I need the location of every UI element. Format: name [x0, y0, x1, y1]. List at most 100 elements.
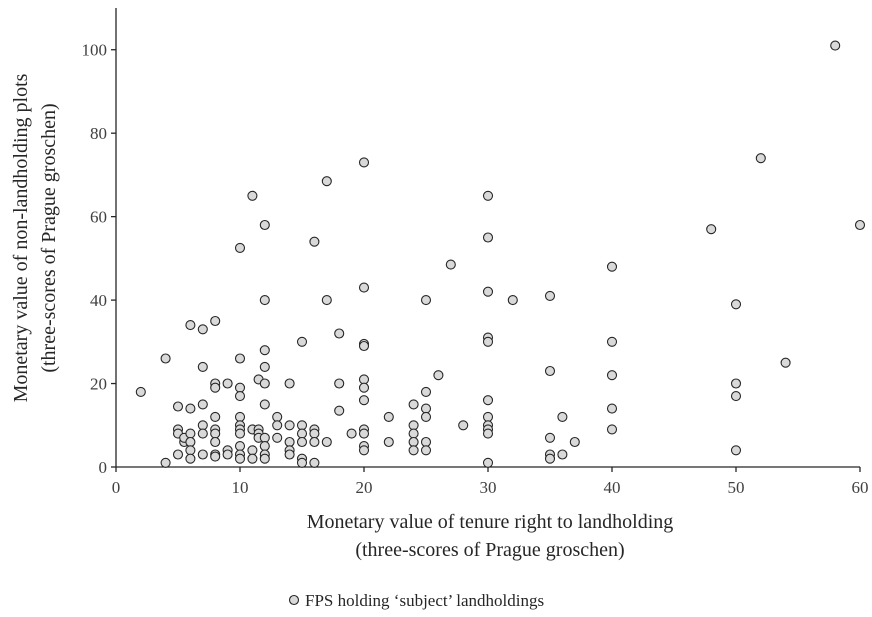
data-point [222, 378, 233, 389]
y-tick-label: 0 [99, 458, 108, 477]
data-point [234, 242, 246, 253]
data-point [284, 378, 295, 389]
data-point [358, 374, 370, 385]
data-point [358, 445, 370, 456]
data-point [606, 261, 618, 272]
data-point [135, 386, 146, 397]
y-axis-title: Monetary value of non-landholding plots … [10, 73, 60, 402]
data-point [197, 324, 208, 335]
data-point [730, 445, 742, 456]
data-point [544, 432, 556, 443]
data-point [730, 391, 742, 402]
data-point [334, 378, 345, 389]
data-point [606, 370, 618, 381]
data-point [482, 232, 494, 243]
data-point [755, 153, 766, 164]
data-point [296, 428, 308, 439]
data-point [234, 441, 246, 452]
data-point [272, 420, 283, 431]
data-point [544, 365, 556, 377]
data-point [358, 282, 370, 293]
data-point [420, 445, 432, 456]
y-axis-title-line-2: (three-scores of Prague groschen) [38, 103, 60, 372]
data-point [259, 453, 270, 464]
data-point [259, 399, 270, 410]
data-point [420, 436, 432, 448]
data-point [234, 411, 246, 422]
data-point [334, 405, 345, 416]
data-point [210, 315, 221, 327]
data-point [234, 391, 246, 402]
data-point [259, 441, 270, 452]
data-point [420, 386, 432, 397]
x-tick-label: 30 [480, 478, 497, 497]
y-tick-label: 80 [90, 124, 107, 143]
data-point [420, 295, 432, 306]
data-point [185, 436, 196, 448]
data-point [160, 353, 171, 364]
data-point [309, 428, 320, 439]
y-axis-title-line-1: Monetary value of non-landholding plots [10, 73, 32, 402]
data-point [358, 428, 370, 439]
data-point [247, 190, 258, 201]
data-point [247, 453, 258, 464]
data-point [854, 219, 866, 231]
data-point [222, 449, 233, 460]
data-point [309, 436, 320, 448]
data-point [321, 295, 332, 306]
data-point [210, 411, 221, 422]
y-tick-labels: 0 20 40 60 80 100 [82, 41, 116, 477]
data-point [185, 445, 196, 456]
data-point [706, 224, 717, 235]
data-point [272, 411, 283, 422]
data-point [569, 436, 580, 448]
data-point [482, 395, 494, 406]
y-tick-label: 40 [90, 291, 107, 310]
data-point [482, 336, 494, 347]
data-point [408, 420, 419, 431]
data-point [296, 457, 308, 468]
data-point [445, 259, 456, 270]
data-point [544, 453, 556, 464]
data-point [197, 420, 208, 431]
data-point [730, 378, 742, 389]
data-point [284, 420, 295, 431]
y-tick-label: 60 [90, 208, 107, 227]
data-point [606, 403, 618, 414]
data-point [296, 336, 308, 347]
data-point [197, 399, 208, 410]
y-tick-label: 100 [82, 41, 108, 60]
x-tick-labels: 0 10 20 30 40 50 60 [112, 467, 869, 497]
data-point [420, 411, 432, 422]
data-point [259, 345, 270, 356]
data-point [482, 457, 494, 468]
data-point [185, 320, 196, 331]
data-point [321, 436, 332, 448]
data-point [408, 428, 419, 439]
data-point [557, 411, 568, 422]
data-point [259, 432, 270, 443]
data-point [172, 401, 184, 412]
data-point [197, 449, 208, 460]
data-point [284, 436, 295, 448]
data-point [259, 361, 270, 372]
data-point [408, 445, 419, 456]
data-point [482, 286, 494, 297]
x-tick-label: 10 [232, 478, 249, 497]
data-point [259, 295, 270, 306]
data-point [259, 219, 270, 231]
data-point [185, 403, 196, 414]
data-point [259, 378, 270, 389]
data-point [197, 361, 208, 372]
data-point [358, 340, 370, 352]
data-point [346, 428, 357, 439]
data-point [606, 336, 618, 347]
data-point [234, 428, 246, 439]
data-point [334, 328, 345, 339]
data-point [482, 428, 494, 439]
data-point [284, 449, 295, 460]
legend-label: FPS holding ‘subject’ landholdings [305, 591, 544, 610]
x-axis-title-line-2: (three-scores of Prague groschen) [355, 539, 624, 561]
data-point [210, 451, 221, 462]
legend-marker [288, 594, 300, 606]
